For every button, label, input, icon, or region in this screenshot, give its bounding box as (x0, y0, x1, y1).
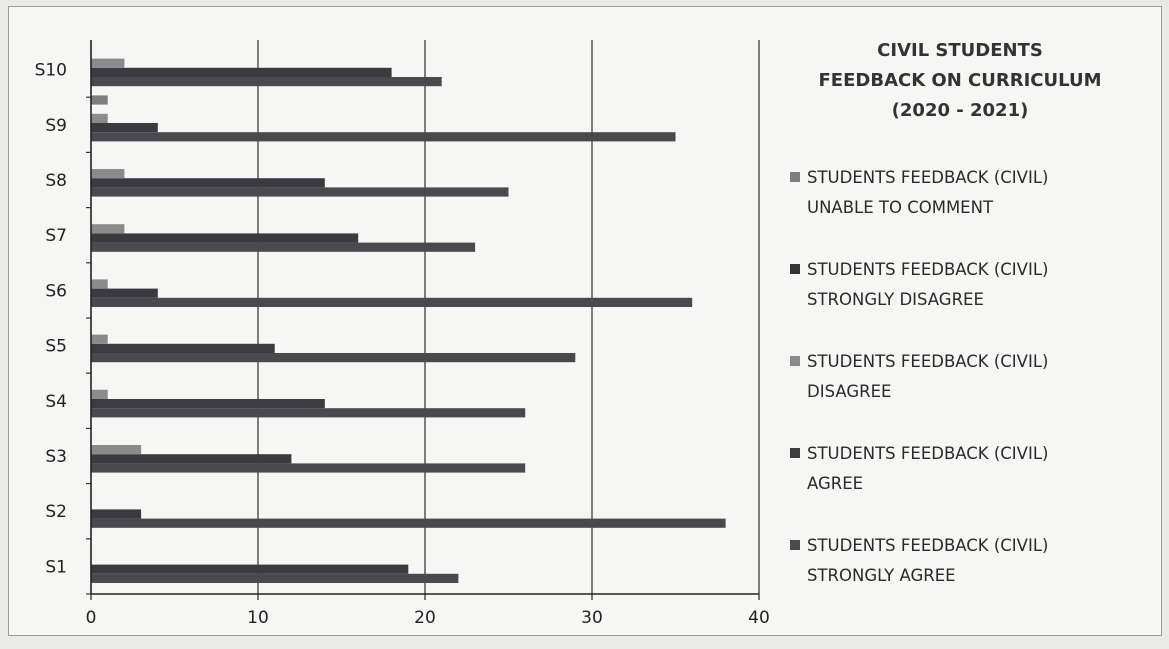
bar (91, 233, 359, 243)
bar (91, 67, 392, 77)
bar (91, 242, 476, 252)
y-category-label: S1 (45, 557, 67, 577)
x-tick-label: 10 (247, 608, 269, 628)
bar (91, 169, 125, 179)
gridlines (257, 40, 760, 594)
bar (91, 58, 125, 68)
x-tick-label: 40 (748, 608, 770, 628)
x-tick-label: 0 (86, 608, 97, 628)
legend-item-strongly-disagree: STUDENTS FEEDBACK (CIVIL) STRONGLY DISAG… (790, 255, 1150, 347)
bar (91, 279, 108, 289)
bar (91, 573, 459, 583)
x-tick-label: 30 (581, 608, 603, 628)
legend-item-disagree: STUDENTS FEEDBACK (CIVIL) DISAGREE (790, 347, 1150, 439)
y-category-label: S9 (45, 116, 67, 136)
legend-label: STUDENTS FEEDBACK (CIVIL) STRONGLY DISAG… (807, 260, 1049, 309)
bar (91, 463, 526, 473)
legend-swatch (790, 540, 800, 550)
bar (91, 113, 108, 123)
y-category-label: S8 (45, 171, 67, 191)
bar (91, 334, 108, 344)
bar (91, 454, 292, 464)
bar (91, 95, 108, 105)
legend-item-strongly-agree: STUDENTS FEEDBACK (CIVIL) STRONGLY AGREE (790, 531, 1150, 623)
x-tick-label: 20 (414, 608, 436, 628)
y-category-label: S6 (45, 281, 67, 301)
legend-label: STUDENTS FEEDBACK (CIVIL) AGREE (807, 444, 1049, 493)
chart-title-line-3: (2020 - 2021) (891, 100, 1029, 121)
bar (91, 399, 325, 409)
y-category-label: S4 (45, 392, 67, 412)
legend-label: STUDENTS FEEDBACK (CIVIL) DISAGREE (807, 352, 1049, 401)
y-category-label: S2 (45, 502, 67, 522)
y-category-label: S7 (45, 226, 67, 246)
bar (91, 77, 442, 87)
bar (91, 353, 576, 363)
legend-swatch (790, 264, 800, 274)
bar (91, 224, 125, 234)
bar (91, 178, 325, 188)
bar (91, 518, 726, 528)
bar (91, 297, 693, 307)
chart-title-line-1: CIVIL STUDENTS (877, 40, 1043, 61)
chart-title: CIVIL STUDENTS FEEDBACK ON CURRICULUM (2… (790, 36, 1130, 126)
bar (91, 187, 509, 197)
bars (91, 58, 726, 583)
legend-swatch (790, 448, 800, 458)
bar (91, 132, 676, 142)
legend-panel: CIVIL STUDENTS FEEDBACK ON CURRICULUM (2… (790, 36, 1150, 623)
bar (91, 389, 108, 399)
bar (91, 408, 526, 418)
legend-item-unable-to-comment: STUDENTS FEEDBACK (CIVIL) UNABLE TO COMM… (790, 163, 1150, 255)
y-category-label: S10 (35, 61, 67, 81)
legend-item-agree: STUDENTS FEEDBACK (CIVIL) AGREE (790, 439, 1150, 531)
bar (91, 509, 142, 519)
bar (91, 564, 409, 574)
chart-frame (8, 6, 1162, 636)
bar (91, 288, 158, 298)
y-category-label: S3 (45, 447, 67, 467)
legend-label: STUDENTS FEEDBACK (CIVIL) UNABLE TO COMM… (807, 168, 1049, 217)
legend-swatch (790, 356, 800, 366)
axes: 0 10 20 30 40 S1 S2 S3 S4 S5 S6 S7 S8 S9 S10 (35, 40, 770, 628)
y-category-label: S5 (45, 337, 67, 357)
chart-title-line-2: FEEDBACK ON CURRICULUM (818, 70, 1102, 91)
legend: STUDENTS FEEDBACK (CIVIL) UNABLE TO COMM… (790, 163, 1150, 623)
legend-swatch (790, 172, 800, 182)
bar (91, 343, 275, 353)
bar (91, 445, 142, 455)
legend-label: STUDENTS FEEDBACK (CIVIL) STRONGLY AGREE (807, 536, 1049, 585)
bar (91, 123, 158, 133)
